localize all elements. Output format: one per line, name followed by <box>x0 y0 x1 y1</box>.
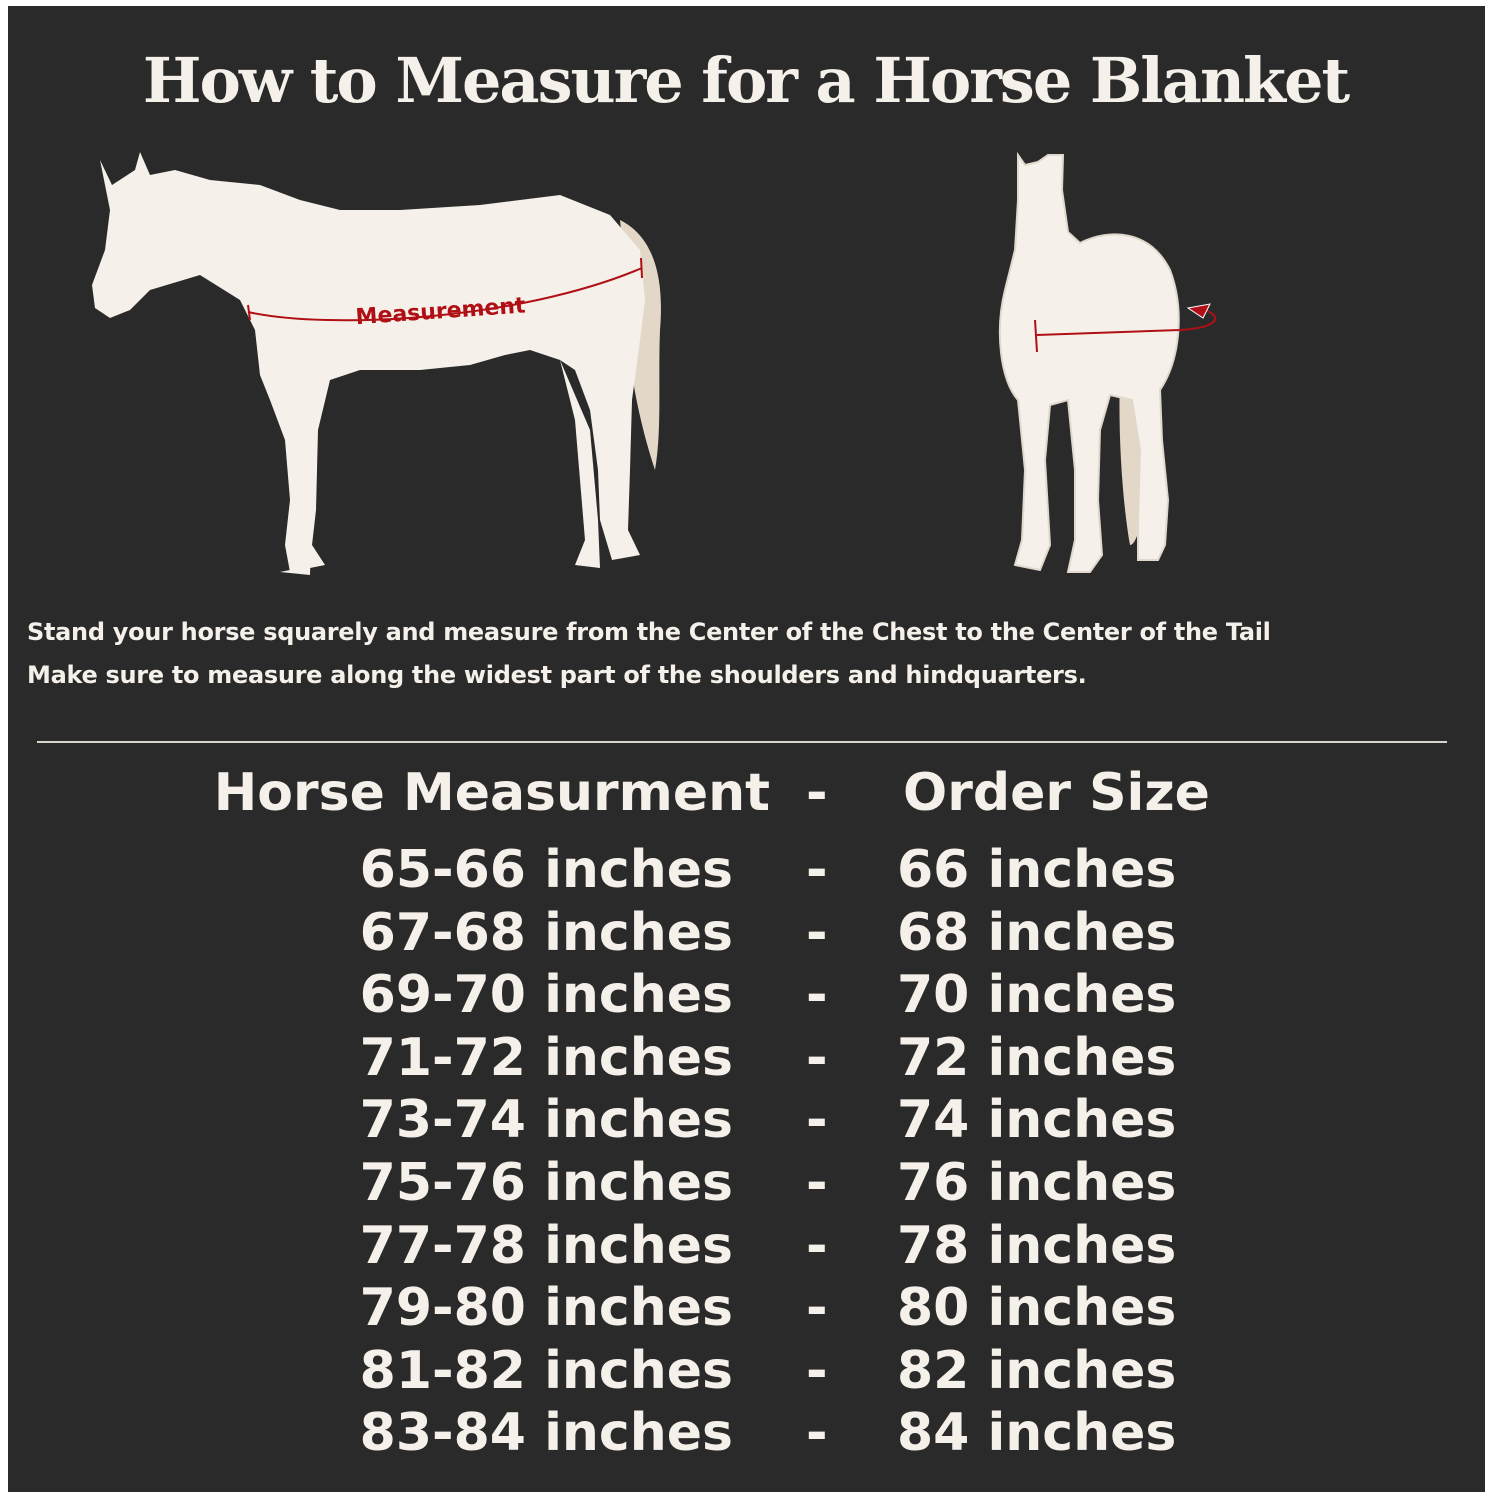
separator-cell: - <box>806 1403 828 1464</box>
separator-cell: - <box>806 840 828 900</box>
horse-body <box>92 152 645 572</box>
measurement-line <box>1036 309 1217 336</box>
order-size-cell: 82 inches <box>897 1340 1177 1401</box>
horse-body <box>998 151 1180 573</box>
measurement-cell: 81-82 inches <box>359 1340 733 1401</box>
measurement-line <box>247 267 643 322</box>
horse-front-view-illustration <box>998 151 1217 573</box>
measurement-cell: 67-68 inches <box>359 902 733 963</box>
page-title: How to Measure for a Horse Blanket <box>142 44 1350 117</box>
separator-cell: - <box>806 1278 828 1339</box>
separator-cell: - <box>806 1215 828 1276</box>
order-size-cell: 74 inches <box>897 1090 1177 1151</box>
header-order-size: Order Size <box>903 763 1210 823</box>
order-size-cell: 70 inches <box>897 965 1177 1026</box>
divider <box>37 741 1447 743</box>
order-size-cell: 66 inches <box>897 840 1177 900</box>
order-size-cell: 76 inches <box>897 1153 1177 1213</box>
horse-rear-leg <box>560 360 600 568</box>
measurement-cell: 83-84 inches <box>359 1403 733 1464</box>
instruction-line-1: Stand your horse squarely and measure fr… <box>27 618 1271 646</box>
measurement-cell: 75-76 inches <box>359 1153 733 1213</box>
order-size-cell: 78 inches <box>897 1215 1177 1276</box>
table-row: 65-66 inches - 66 inches <box>0 839 1491 901</box>
header-separator: - <box>806 763 828 823</box>
separator-cell: - <box>806 1027 828 1088</box>
order-size-cell: 72 inches <box>897 1027 1177 1088</box>
instruction-line-2: Make sure to measure along the widest pa… <box>27 661 1087 689</box>
header-horse-measurement: Horse Measurment <box>213 763 770 823</box>
order-size-cell: 68 inches <box>897 902 1177 963</box>
size-table-header: Horse Measurment - Order Size <box>0 762 1491 824</box>
measurement-cell: 77-78 inches <box>359 1215 733 1276</box>
measurement-cell: 79-80 inches <box>359 1278 733 1339</box>
table-row: 77-78 inches - 78 inches <box>0 1215 1491 1277</box>
separator-cell: - <box>806 902 828 963</box>
measurement-cell: 73-74 inches <box>359 1090 733 1151</box>
table-row: 69-70 inches - 70 inches <box>0 964 1491 1026</box>
table-row: 75-76 inches - 76 inches <box>0 1152 1491 1214</box>
horse-side-view-illustration: Measurement <box>92 152 661 575</box>
table-row: 79-80 inches - 80 inches <box>0 1277 1491 1339</box>
separator-cell: - <box>806 965 828 1026</box>
arrow-head-icon <box>1186 303 1211 319</box>
table-row: 81-82 inches - 82 inches <box>0 1340 1491 1402</box>
table-row: 67-68 inches - 68 inches <box>0 902 1491 964</box>
measurement-cell: 65-66 inches <box>359 840 733 900</box>
table-row: 73-74 inches - 74 inches <box>0 1089 1491 1151</box>
horse-front-leg <box>280 380 318 575</box>
table-row: 83-84 inches - 84 inches <box>0 1402 1491 1464</box>
separator-cell: - <box>806 1090 828 1151</box>
order-size-cell: 80 inches <box>897 1278 1177 1339</box>
separator-cell: - <box>806 1340 828 1401</box>
measurement-cell: 71-72 inches <box>359 1027 733 1088</box>
table-row: 71-72 inches - 72 inches <box>0 1027 1491 1089</box>
order-size-cell: 84 inches <box>897 1403 1177 1464</box>
separator-cell: - <box>806 1153 828 1213</box>
measurement-cell: 69-70 inches <box>359 965 733 1026</box>
